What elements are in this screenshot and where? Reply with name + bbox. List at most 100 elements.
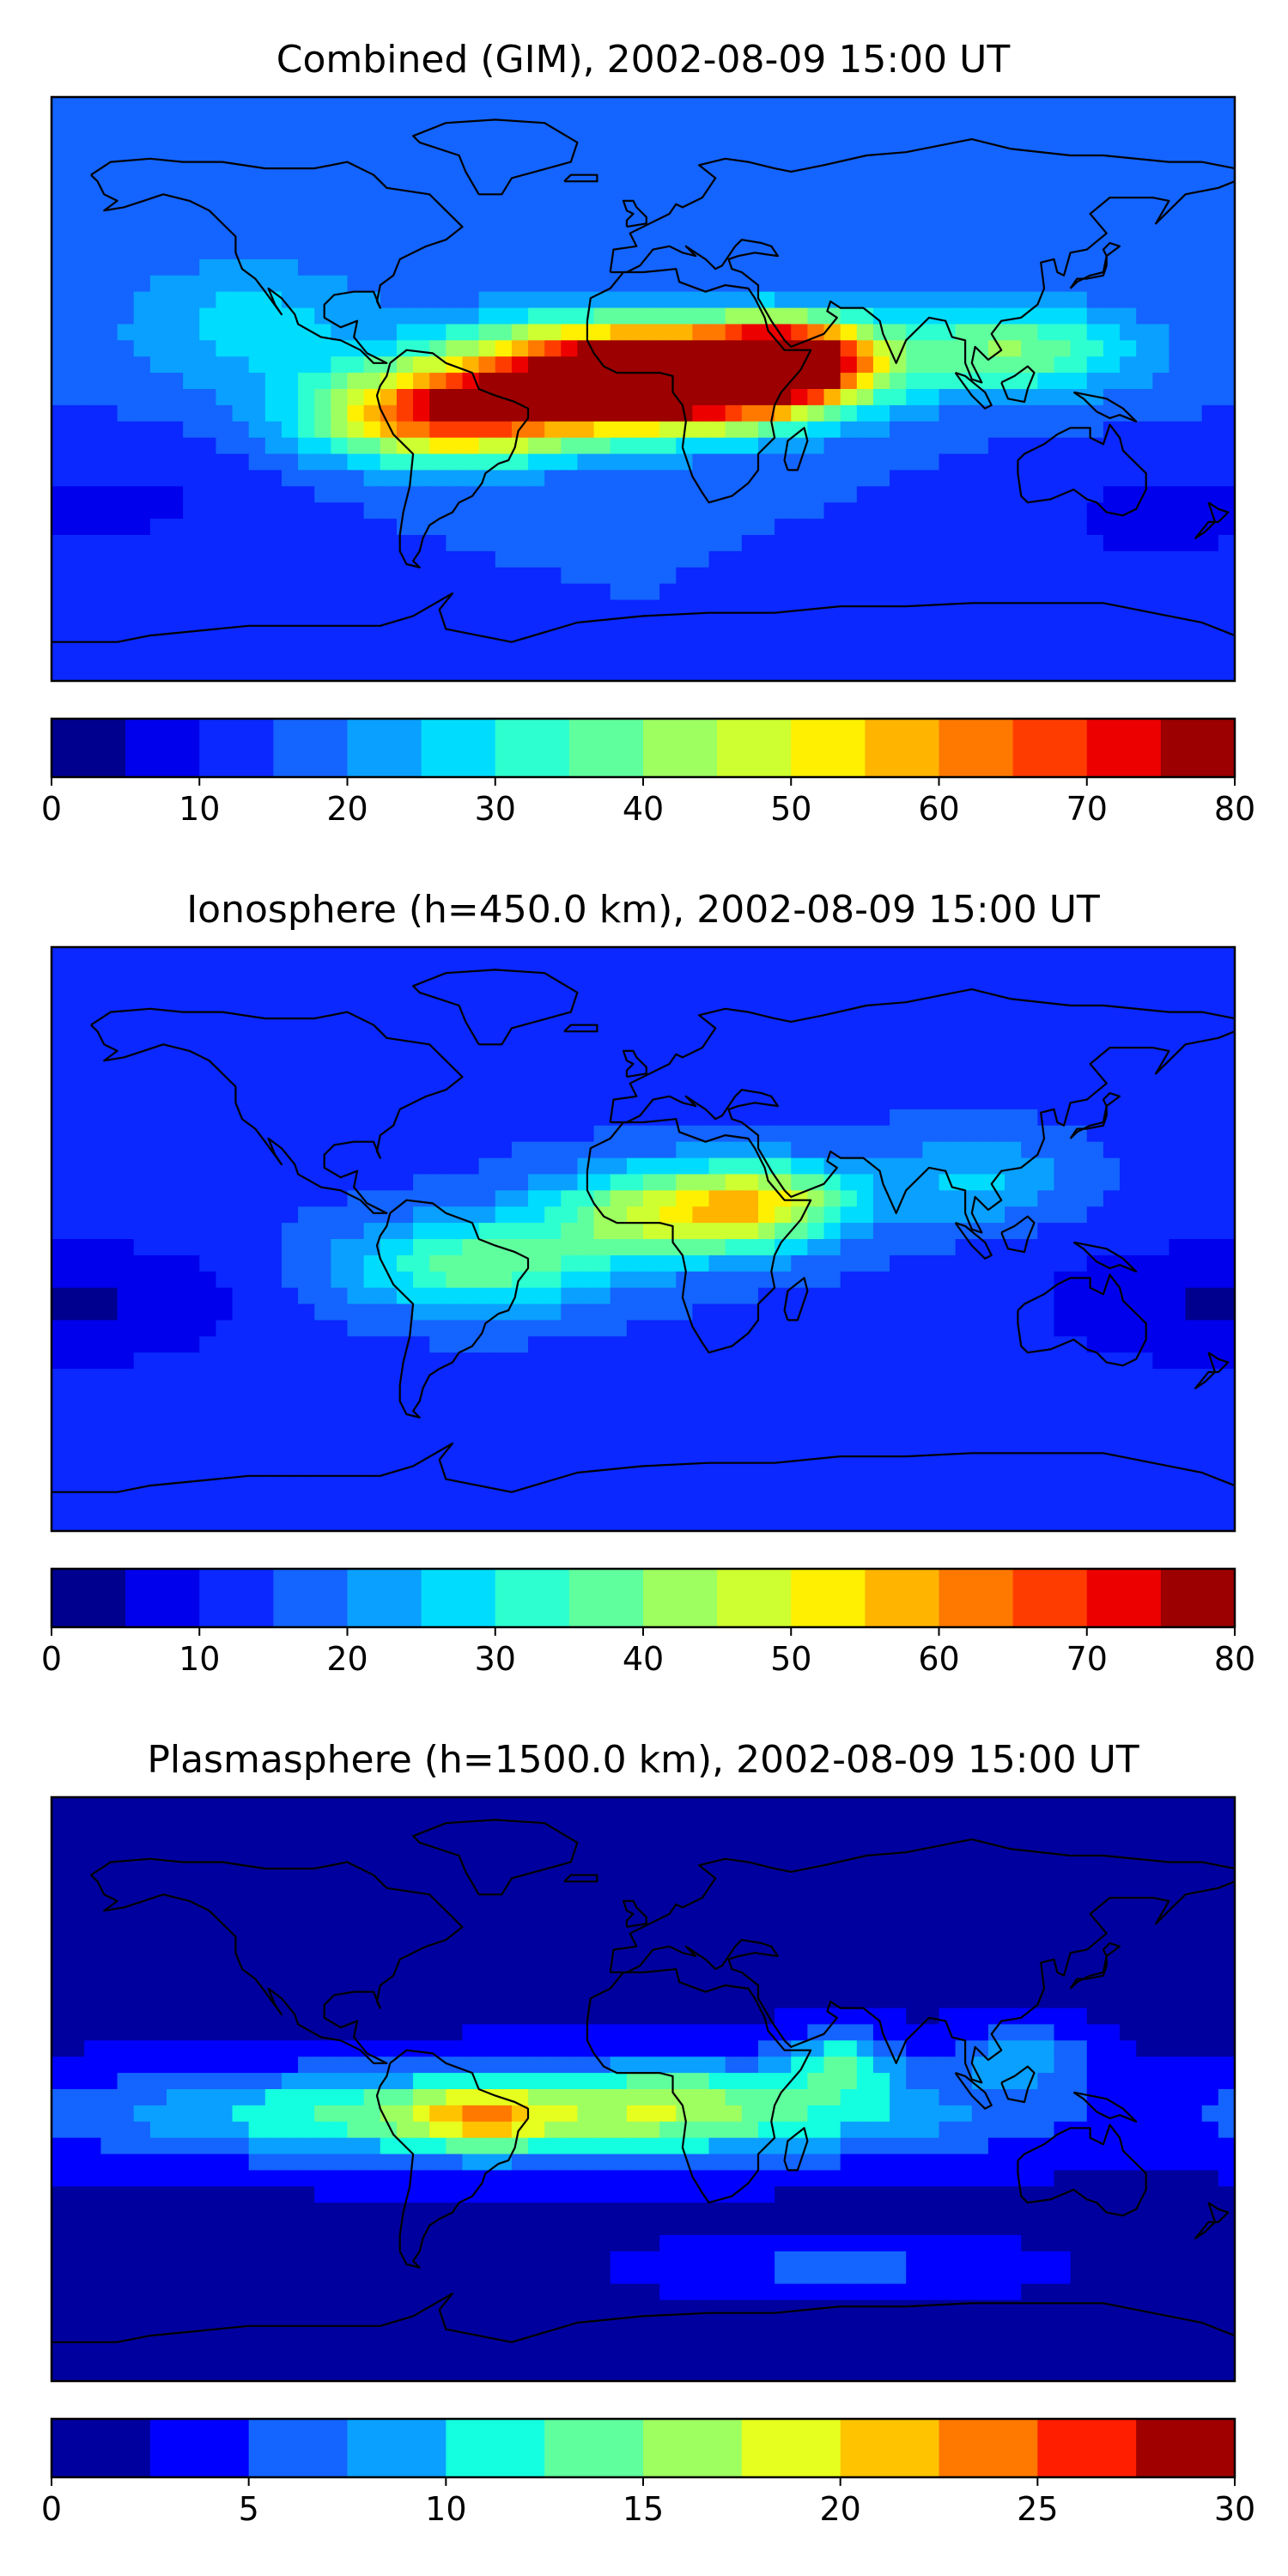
heatmap-cell (1136, 1303, 1153, 1321)
heatmap-cell (413, 1433, 430, 1451)
heatmap-cell (52, 227, 69, 244)
heatmap-cell (1185, 1190, 1203, 1207)
colorbar-tick-label: 30 (475, 790, 516, 828)
heatmap-cell (446, 632, 464, 649)
heatmap-cell (544, 1125, 562, 1143)
heatmap-cell (922, 1303, 940, 1321)
heatmap-cell (659, 1385, 677, 1402)
heatmap-cell (216, 210, 234, 228)
heatmap-cell (1201, 995, 1219, 1013)
heatmap-cell (610, 389, 628, 406)
heatmap-cell (708, 550, 726, 568)
heatmap-cell (314, 1077, 331, 1094)
heatmap-cell (264, 404, 283, 422)
heatmap-cell (643, 1174, 660, 1191)
heatmap-cell (659, 1303, 677, 1321)
heatmap-cell (1152, 1125, 1170, 1143)
heatmap-cell (1070, 1239, 1088, 1256)
heatmap-cell (791, 275, 808, 293)
heatmap-cell (380, 129, 398, 147)
heatmap-cell (166, 1400, 184, 1419)
heatmap-cell (248, 583, 266, 601)
heatmap-cell (216, 535, 234, 552)
heatmap-cell (298, 1174, 315, 1191)
heatmap-cell (1152, 1433, 1170, 1451)
heatmap-cell (840, 291, 858, 309)
heatmap-cell (757, 1028, 775, 1045)
heatmap-cell (1185, 1287, 1203, 1305)
heatmap-cell (692, 404, 710, 422)
heatmap-cell (281, 632, 299, 649)
heatmap-cell (544, 1190, 562, 1207)
heatmap-cell (610, 535, 628, 552)
heatmap-cell (1037, 1385, 1055, 1402)
heatmap-cell (955, 210, 973, 228)
colorbar-swatch (865, 719, 940, 777)
heatmap-cell (1086, 340, 1104, 357)
heatmap-cell (52, 1125, 69, 1143)
heatmap-cell (1185, 1352, 1203, 1370)
heatmap-cell (149, 421, 167, 439)
heatmap-cell (643, 519, 660, 536)
heatmap-cell (1086, 1206, 1104, 1224)
heatmap-cell (314, 437, 331, 455)
heatmap-cell (823, 1206, 841, 1224)
heatmap-cell (1005, 453, 1022, 471)
heatmap-cell (872, 1287, 890, 1305)
heatmap-cell (610, 567, 628, 585)
heatmap-cell (117, 373, 135, 390)
heatmap-cell (149, 1060, 167, 1078)
colorbar-swatch (125, 719, 200, 777)
heatmap-cell (347, 194, 365, 211)
heatmap-cell (577, 665, 595, 681)
heatmap-cell (166, 97, 184, 114)
heatmap-cell (68, 243, 85, 260)
heatmap-cell (922, 1369, 940, 1386)
heatmap-cell (1169, 291, 1187, 309)
heatmap-cell (264, 1352, 283, 1370)
heatmap-cell (1185, 616, 1203, 633)
heatmap-cell (1021, 1449, 1038, 1467)
heatmap-cell (1169, 1449, 1187, 1467)
heatmap-cell (84, 404, 102, 422)
heatmap-cell (264, 1190, 283, 1207)
heatmap-cell (347, 665, 365, 681)
heatmap-cell (1152, 648, 1170, 665)
heatmap-cell (462, 1466, 480, 1483)
heatmap-cell (216, 1174, 234, 1191)
heatmap-cell (380, 178, 398, 195)
heatmap-cell (1201, 535, 1219, 552)
heatmap-cell (1120, 1093, 1137, 1110)
heatmap-cell (807, 227, 825, 244)
heatmap-cell (577, 275, 595, 293)
heatmap-cell (577, 519, 595, 536)
heatmap-cell (1054, 1093, 1072, 1110)
heatmap-cell (659, 535, 677, 552)
heatmap-cell (872, 97, 890, 114)
heatmap-cell (610, 1433, 628, 1451)
heatmap-cell (478, 947, 496, 964)
heatmap-cell (166, 340, 184, 357)
heatmap-cell (248, 1028, 266, 1045)
heatmap-cell (298, 1271, 315, 1289)
heatmap-cell (264, 665, 283, 681)
heatmap-cell (1185, 1400, 1203, 1419)
heatmap-cell (971, 1287, 989, 1305)
heatmap-cell (52, 979, 69, 997)
heatmap-cell (823, 1287, 841, 1305)
heatmap-cell (1070, 665, 1088, 681)
heatmap-cell (725, 1449, 743, 1467)
heatmap-cell (708, 599, 726, 617)
heatmap-cell (971, 665, 989, 681)
heatmap-cell (1169, 1190, 1187, 1207)
heatmap-cell (1185, 648, 1203, 665)
heatmap-cell (922, 470, 940, 487)
heatmap-cell (363, 291, 381, 309)
heatmap-cell (1005, 567, 1022, 585)
heatmap-cell (149, 616, 167, 633)
heatmap-cell (1103, 1385, 1121, 1402)
heatmap-cell (791, 665, 808, 681)
heatmap-cell (133, 1190, 151, 1207)
heatmap-cell (52, 1028, 69, 1045)
heatmap-cell (264, 1239, 283, 1256)
